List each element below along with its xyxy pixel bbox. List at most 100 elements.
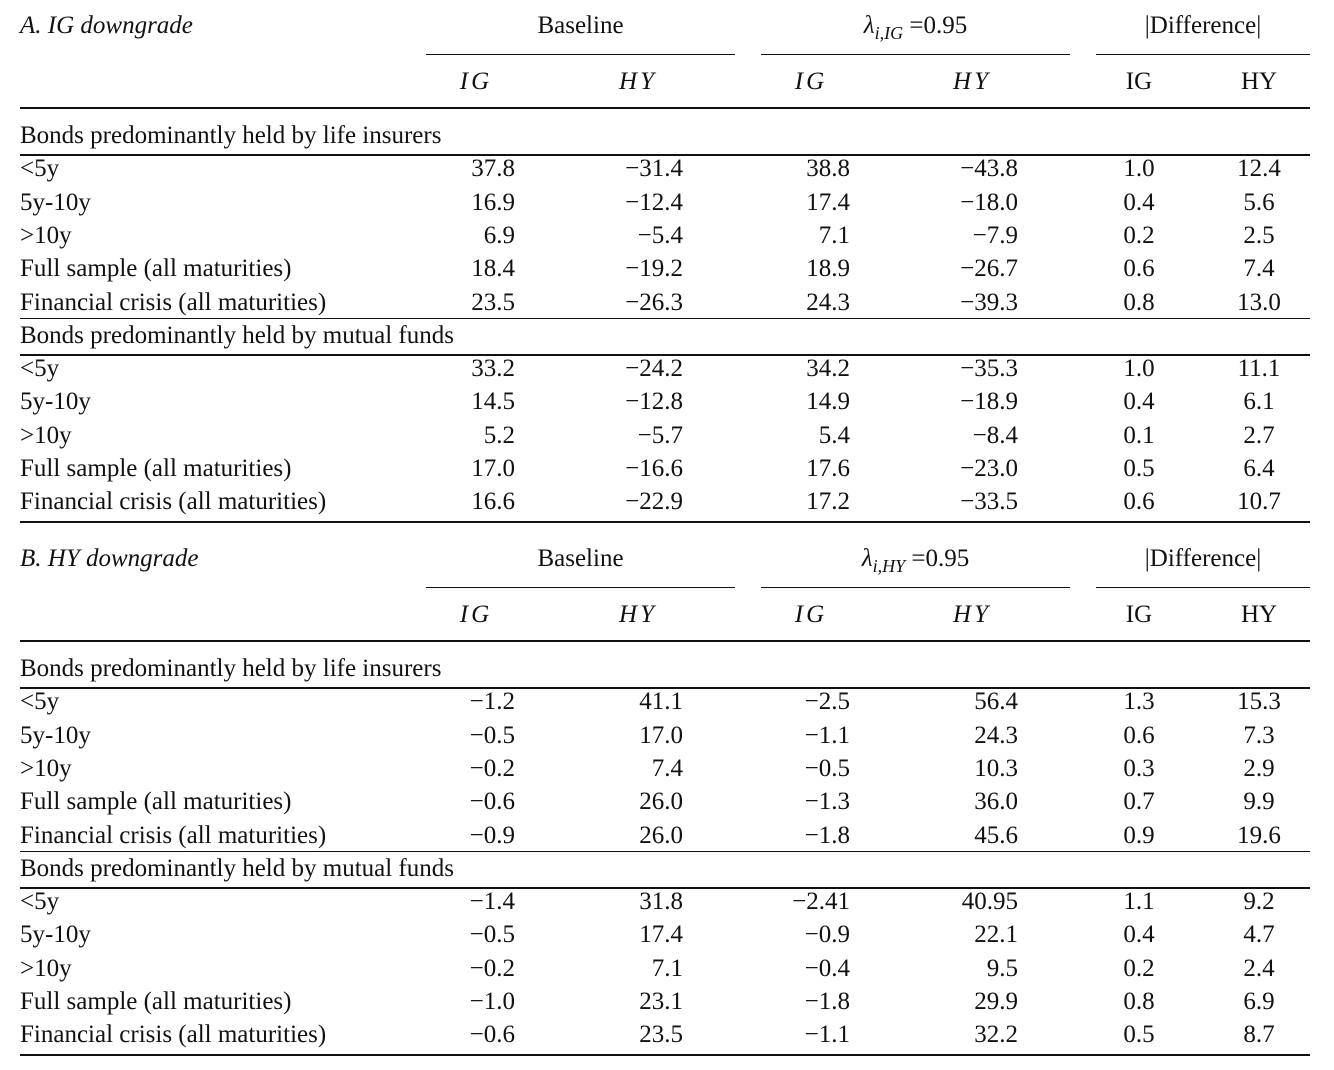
lambda-subscript: i,HY (872, 556, 906, 576)
table-cell: −2.41 (792, 888, 850, 916)
table-cell: 17.4 (639, 921, 683, 949)
table-cell: 6.4 (1243, 455, 1275, 482)
table-cell: −8.4 (972, 421, 1018, 449)
row-label: Financial crisis (all maturities) (20, 288, 327, 316)
table-cell: 0.8 (1123, 988, 1155, 1015)
row-label: Full sample (all maturities) (20, 255, 292, 283)
table-cell: −35.3 (960, 355, 1018, 383)
table-cell: 2.4 (1243, 954, 1275, 982)
table-cell: −0.9 (469, 821, 515, 849)
panel-title: B. HY downgrade (20, 545, 199, 572)
table-cell: 14.9 (806, 388, 850, 416)
table-cell: 37.8 (471, 155, 515, 183)
row-label: Full sample (all maturities) (20, 455, 292, 482)
table-cell: 0.3 (1123, 754, 1155, 782)
table-cell: −0.5 (469, 721, 515, 749)
table-cell: −1.1 (804, 1021, 850, 1049)
table-cell: 38.8 (806, 155, 850, 183)
row-label: >10y (20, 221, 72, 249)
table-cell: 7.1 (818, 221, 850, 249)
table-cell: 6.9 (1243, 988, 1275, 1015)
table-cell: 45.6 (974, 821, 1018, 849)
table-cell: 16.9 (471, 188, 515, 216)
table-cell: 7.4 (1243, 255, 1275, 283)
table-cell: 22.1 (974, 921, 1018, 949)
table-cell: −2.5 (804, 688, 850, 716)
column-header: IG (459, 601, 493, 628)
table-cell: 26.0 (639, 788, 683, 816)
table-cell: −26.7 (960, 255, 1018, 283)
table-cell: 0.6 (1123, 721, 1155, 749)
table-cell: 10.3 (974, 754, 1018, 782)
table-cell: 17.2 (806, 488, 850, 516)
row-label: <5y (20, 688, 60, 716)
table-cell: 1.0 (1123, 355, 1155, 383)
column-header: IG (794, 68, 828, 95)
table-cell: −0.2 (469, 754, 515, 782)
table-cell: 2.7 (1243, 421, 1275, 449)
table-cell: −43.8 (960, 155, 1018, 183)
header-rule (20, 640, 1310, 642)
table-cell: 0.7 (1123, 788, 1155, 816)
section-divider (20, 317, 1310, 320)
group-header: λi,IG =0.95 (761, 10, 1070, 42)
table-cell: 12.4 (1237, 155, 1281, 183)
table-cell: 0.6 (1123, 255, 1155, 283)
row-label: <5y (20, 888, 60, 916)
table-cell: 9.5 (986, 954, 1018, 982)
row-label: 5y-10y (20, 388, 91, 416)
group-header: |Difference| (1144, 12, 1262, 39)
table-cell: −31.4 (625, 155, 683, 183)
table-cell: −19.2 (625, 255, 683, 283)
table-cell: 0.5 (1123, 1021, 1155, 1049)
table-cell: 2.5 (1243, 221, 1275, 249)
column-header: HY (619, 601, 657, 628)
row-label: Full sample (all maturities) (20, 988, 292, 1015)
table-cell: 14.5 (471, 388, 515, 416)
table-cell: −26.3 (625, 288, 683, 316)
column-header: HY (619, 68, 657, 95)
table-cell: −1.8 (804, 821, 850, 849)
table-cell: 8.7 (1243, 1021, 1275, 1049)
table-cell: −18.0 (960, 188, 1018, 216)
table-cell: 0.4 (1123, 921, 1155, 949)
column-header: HY (953, 601, 991, 628)
group-underline (1096, 54, 1310, 55)
table-cell: −33.5 (960, 488, 1018, 516)
table-cell: −12.4 (625, 188, 683, 216)
table-cell: 9.9 (1243, 788, 1275, 816)
table-cell: 0.1 (1123, 421, 1155, 449)
section-divider (20, 850, 1310, 853)
table-cell: −22.9 (625, 488, 683, 516)
table-cell: 32.2 (974, 1021, 1018, 1049)
column-header: IG (459, 68, 493, 95)
section-title: Bonds predominantly held by mutual funds (20, 854, 454, 882)
table-cell: 24.3 (806, 288, 850, 316)
table-cell: 0.2 (1123, 221, 1155, 249)
table-cell: 17.6 (806, 455, 850, 482)
table-cell: −1.1 (804, 721, 850, 749)
table-cell: −0.5 (804, 754, 850, 782)
column-header: IG (794, 601, 828, 628)
section-title: Bonds predominantly held by life insurer… (20, 655, 442, 682)
row-label: Financial crisis (all maturities) (20, 821, 327, 849)
row-label: 5y-10y (20, 921, 91, 949)
row-label: <5y (20, 155, 60, 183)
table-cell: 36.0 (974, 788, 1018, 816)
table-cell: 11.1 (1237, 355, 1281, 383)
table-cell: 4.7 (1243, 921, 1275, 949)
table-cell: 40.95 (961, 888, 1018, 916)
table-cell: 0.9 (1123, 821, 1155, 849)
table-cell: 7.4 (651, 754, 683, 782)
group-underline (426, 587, 735, 588)
table-cell: 23.5 (639, 1021, 683, 1049)
table-cell: 26.0 (639, 821, 683, 849)
table-cell: −1.8 (804, 988, 850, 1015)
section-rule (20, 687, 1310, 689)
table-cell: 5.4 (818, 421, 850, 449)
column-header: IG (1125, 68, 1153, 95)
section-rule (20, 887, 1310, 889)
table-cell: −24.2 (625, 355, 683, 383)
lambda-symbol: λ (863, 12, 875, 39)
